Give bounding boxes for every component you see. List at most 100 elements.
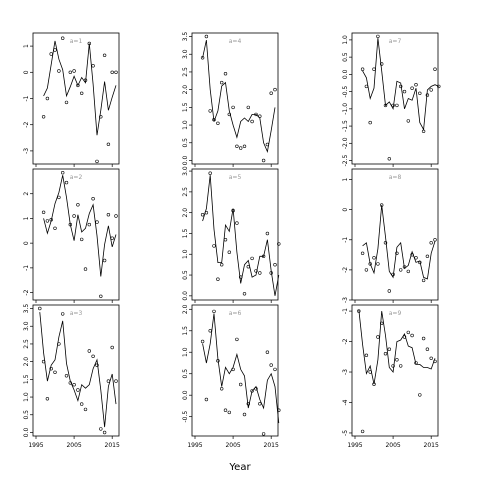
data-point (68, 381, 73, 385)
data-point (425, 93, 430, 97)
panel-frame (191, 32, 279, 165)
data-point (250, 256, 254, 261)
y-tick-label: 1.0 (182, 249, 189, 259)
data-point (239, 146, 243, 150)
y-tick-label: 0.0 (182, 390, 189, 400)
data-point (91, 197, 95, 201)
data-point (68, 70, 73, 75)
data-point (265, 231, 270, 236)
y-tick-label: -3 (23, 148, 30, 154)
data-point (87, 41, 92, 46)
panel-label: a=1 (70, 38, 83, 45)
data-point (265, 142, 270, 147)
y-tick-label: 0.0 (342, 69, 349, 79)
panel-label: a=5 (229, 174, 242, 181)
y-tick-label: 3.0 (182, 49, 189, 59)
data-point (421, 336, 426, 341)
y-tick-label: 2.5 (23, 339, 30, 349)
data-point (364, 84, 369, 89)
series-line (202, 313, 280, 424)
data-point (99, 115, 103, 119)
data-point (254, 112, 258, 117)
data-point (421, 129, 426, 134)
panel-a8: 1 0 -1 -2 -3 a=8 (342, 168, 439, 303)
panel-frame (351, 168, 439, 301)
data-point (395, 251, 399, 256)
data-point (110, 236, 114, 240)
series-line (202, 40, 276, 153)
x-tick-label: 1995 (347, 442, 362, 449)
y-tick-label: 1.0 (23, 392, 30, 402)
data-point (57, 69, 61, 73)
data-point (406, 330, 410, 335)
y-tick-label: -1.5 (342, 120, 349, 132)
data-point (414, 361, 418, 365)
y-tick-label: 2.5 (182, 187, 189, 197)
data-point (277, 408, 281, 412)
data-point (235, 337, 239, 342)
data-point (425, 347, 430, 351)
data-point (433, 238, 437, 242)
data-point (246, 265, 251, 269)
panel-frame (191, 304, 279, 437)
y-tick-label: 2.5 (182, 67, 189, 77)
data-point (360, 67, 365, 71)
y-tick-label: -5 (342, 430, 349, 436)
data-point (204, 34, 209, 39)
y-tick-label: -3 (342, 297, 349, 303)
data-point (269, 271, 273, 275)
y-tick-label: 1.0 (182, 120, 189, 130)
x-axis-title: Year (228, 462, 251, 473)
data-point (277, 242, 281, 246)
data-point (254, 269, 258, 273)
data-point (72, 383, 76, 387)
series-line (39, 312, 117, 428)
data-point (421, 278, 426, 283)
data-point (395, 358, 399, 362)
data-point (68, 222, 73, 227)
y-tick-label: 1.5 (182, 326, 189, 336)
data-point (391, 103, 395, 108)
data-point (45, 397, 50, 401)
data-point (41, 115, 46, 119)
data-point (60, 171, 65, 175)
y-tick-label: 3.0 (23, 321, 30, 331)
data-point (269, 91, 273, 95)
data-point (418, 260, 422, 265)
y-tick-label: 3.5 (182, 32, 189, 42)
data-point (250, 119, 254, 124)
data-point (83, 267, 88, 271)
data-point (45, 96, 50, 101)
data-point (102, 53, 107, 57)
data-point (368, 120, 372, 125)
data-point (387, 157, 391, 161)
y-tick-label: 1 (342, 177, 349, 181)
data-point (269, 363, 273, 367)
data-point (106, 142, 111, 147)
data-point (204, 211, 209, 215)
data-point (64, 180, 69, 185)
data-point (399, 364, 403, 368)
panel-label: a=2 (70, 174, 83, 181)
data-point (406, 269, 410, 274)
series-line (43, 40, 117, 136)
data-point (376, 335, 380, 339)
data-point (258, 114, 262, 118)
y-tick-label: -2.0 (342, 137, 349, 149)
data-point (360, 429, 365, 434)
data-point (372, 382, 376, 386)
data-point (95, 363, 99, 367)
y-tick-label: 0.5 (342, 52, 349, 62)
panel-frame (351, 32, 439, 165)
y-tick-label: 0 (23, 241, 30, 245)
data-point (246, 105, 251, 110)
y-tick-label: 1.0 (342, 35, 349, 45)
data-point (220, 263, 224, 267)
data-point (258, 271, 262, 275)
data-point (223, 71, 228, 76)
data-point (38, 306, 42, 311)
y-tick-label: 2.0 (182, 208, 189, 218)
x-tick-label: 1995 (28, 442, 43, 449)
data-point (57, 195, 61, 200)
